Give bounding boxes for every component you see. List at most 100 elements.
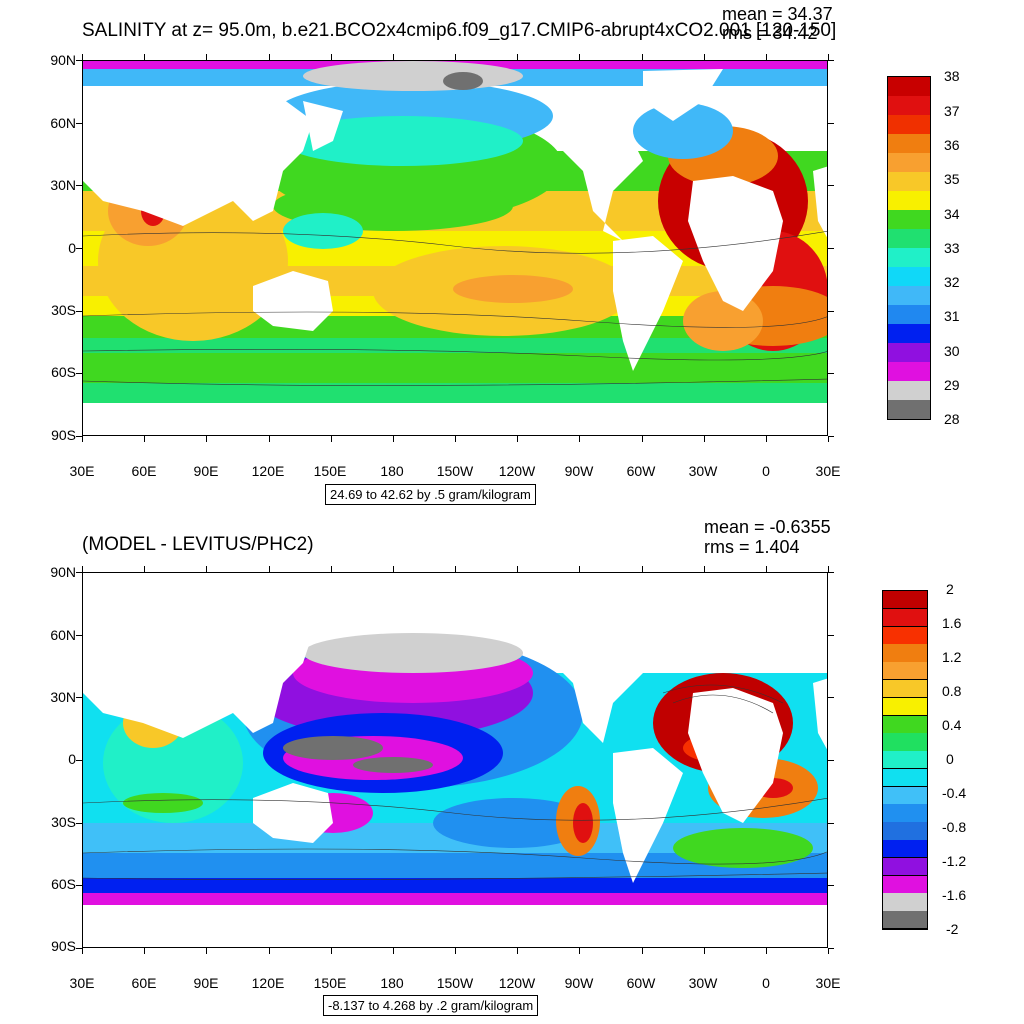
axis-tick (703, 436, 705, 442)
panel1-colorbar-label: 34 (944, 206, 960, 222)
colorbar-swatch (883, 608, 927, 628)
panel2-colorbar-label: -0.8 (942, 819, 967, 835)
axis-tick (330, 948, 332, 954)
axis-tick (828, 822, 834, 824)
panel1-lon-label: 30E (815, 463, 841, 479)
axis-tick (579, 948, 581, 954)
colorbar-swatch (888, 115, 930, 135)
axis-tick (206, 54, 208, 60)
axis-tick (76, 373, 82, 375)
colorbar-swatch (888, 229, 930, 249)
panel2-colorbar-label: 2 (946, 581, 954, 597)
colorbar-swatch (888, 248, 930, 268)
panel2-colorbar-label: 0.4 (942, 717, 962, 733)
axis-tick (641, 948, 643, 954)
panel2-colorbar-label: -2 (946, 921, 959, 937)
axis-tick (703, 948, 705, 954)
colorbar-swatch (888, 191, 930, 211)
axis-tick (268, 54, 270, 60)
axis-tick (828, 248, 834, 249)
axis-tick (82, 54, 83, 60)
colorbar-swatch (883, 679, 927, 699)
panel2-mean: mean = -0.6355 (704, 517, 831, 537)
axis-tick (828, 566, 829, 572)
panel1-colorbar-label: 36 (944, 137, 960, 153)
colorbar-swatch (888, 305, 930, 325)
panel1-colorbar-label: 28 (944, 411, 960, 427)
axis-tick (579, 436, 581, 442)
axis-tick (268, 436, 270, 442)
panel1-colorbar-label: 37 (944, 103, 960, 119)
axis-tick (82, 436, 83, 442)
axis-tick (455, 54, 456, 60)
axis-tick (828, 185, 834, 187)
panel1-map-graphic (83, 61, 827, 435)
panel2-lon-label: 30E (69, 975, 95, 991)
axis-tick (206, 566, 208, 572)
panel1-lat-label: 0 (68, 240, 76, 256)
axis-tick (828, 310, 834, 312)
colorbar-swatch (883, 840, 927, 859)
panel2-lon-label: 120E (251, 975, 285, 991)
axis-tick (76, 436, 82, 437)
axis-tick (76, 122, 82, 124)
colorbar-swatch (883, 768, 927, 788)
panel1-lon-label: 180 (380, 463, 404, 479)
panel1-lon-label: 120E (251, 463, 285, 479)
panel2-colorbar-label: 1.6 (942, 615, 962, 631)
panel2-lat-label: 30S (51, 814, 76, 830)
panel1-lon-label: 30E (69, 463, 95, 479)
axis-tick (76, 60, 82, 61)
panel2-lat-label: 90N (50, 564, 76, 580)
axis-tick (828, 436, 834, 437)
axis-tick (828, 634, 834, 636)
colorbar-swatch (883, 662, 927, 681)
axis-tick (76, 760, 82, 761)
axis-tick (828, 373, 834, 375)
axis-tick (76, 822, 82, 824)
colorbar-swatch (888, 400, 930, 420)
axis-tick (82, 948, 83, 954)
axis-tick (828, 436, 829, 442)
panel1-lon-label: 120W (498, 463, 536, 479)
colorbar-swatch (883, 786, 927, 805)
axis-tick (76, 885, 82, 887)
panel1-lat-label: 90S (51, 427, 76, 443)
panel2-title: (MODEL - LEVITUS/PHC2) (82, 534, 314, 555)
axis-tick (268, 566, 270, 572)
axis-tick (765, 566, 767, 572)
axis-tick (765, 948, 767, 954)
axis-tick (455, 566, 456, 572)
panel1-lon-label: 150W (436, 463, 474, 479)
panel1-lat-label: 60N (50, 115, 76, 131)
panel2-lat-label: 90S (51, 938, 76, 954)
colorbar-swatch (888, 172, 930, 192)
axis-tick (206, 948, 208, 954)
panel2-lat-label: 30N (50, 689, 76, 705)
axis-tick (330, 566, 332, 572)
panel1-mean: mean = 34.37 (722, 4, 833, 24)
axis-tick (76, 948, 82, 949)
axis-tick (828, 885, 834, 887)
axis-tick (76, 572, 82, 573)
axis-tick (828, 572, 834, 573)
panel2-lat-label: 60N (50, 627, 76, 643)
panel2-colorbar-label: 0.8 (942, 683, 962, 699)
panel1-lat-label: 90N (50, 52, 76, 68)
panel1-lon-label: 30W (688, 463, 718, 479)
axis-tick (517, 436, 519, 442)
axis-tick (455, 436, 456, 442)
panel2-contour-range: -8.137 to 4.268 by .2 gram/kilogram (323, 995, 539, 1016)
panel1-lon-label: 60W (626, 463, 656, 479)
panel1-colorbar-label: 35 (944, 171, 960, 187)
panel2-lon-label: 60W (626, 975, 656, 991)
panel1-colorbar (887, 76, 931, 420)
panel2-lon-label: 90E (193, 975, 219, 991)
panel2-colorbar-label: 0 (946, 751, 954, 767)
axis-tick (517, 54, 519, 60)
axis-tick (82, 566, 83, 572)
colorbar-swatch (883, 626, 927, 645)
panel1-colorbar-label: 33 (944, 240, 960, 256)
panel2-lon-label: 150E (313, 975, 347, 991)
colorbar-swatch (888, 153, 930, 173)
